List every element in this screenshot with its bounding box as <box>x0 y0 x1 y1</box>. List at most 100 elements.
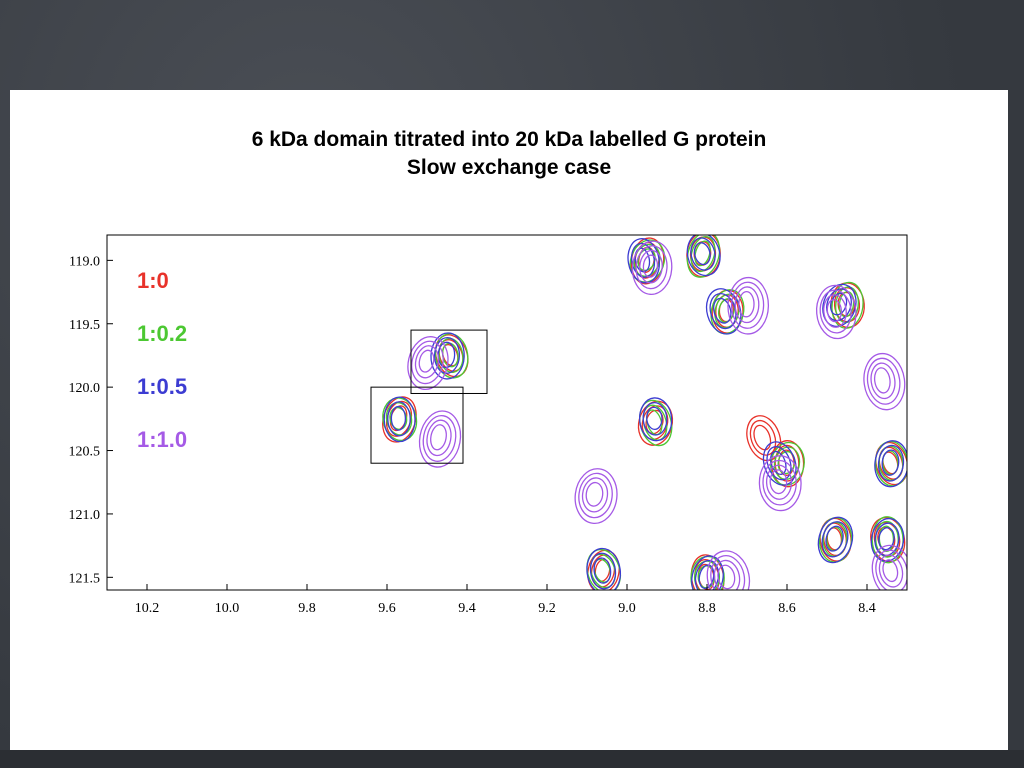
contour-line <box>769 450 787 475</box>
contour-line <box>635 245 668 290</box>
x-axis: 10.2 10.0 9.8 9.6 9.4 9.2 9.0 8.8 8.6 8.4 <box>135 584 876 616</box>
peak-contour <box>871 544 907 590</box>
slide-top-background <box>0 0 1024 90</box>
peak-contour <box>418 410 462 468</box>
contour-layer <box>382 235 907 590</box>
peak-contour <box>815 284 857 340</box>
x-tick-label: 10.2 <box>135 601 160 616</box>
contour-line <box>826 526 843 552</box>
contour-line <box>727 276 770 335</box>
peak-contour <box>574 468 618 525</box>
peak-contour <box>686 235 721 278</box>
plot-frame <box>106 234 908 591</box>
contour-line <box>774 444 800 482</box>
contour-line <box>638 397 673 442</box>
y-axis: 119.0 119.5 120.0 120.5 121.0 121.5 <box>69 254 113 586</box>
contour-line <box>717 564 736 590</box>
contour-line <box>875 520 899 558</box>
contour-line <box>874 522 900 557</box>
contour-line <box>705 288 742 335</box>
contour-line <box>433 337 461 374</box>
contour-line <box>589 552 617 590</box>
peak-contour <box>863 352 906 411</box>
x-tick-label: 9.2 <box>538 601 556 616</box>
peak-contour <box>586 547 622 590</box>
contour-line <box>863 352 906 411</box>
contour-line <box>694 240 711 267</box>
contour-line <box>738 290 755 318</box>
x-tick-label: 9.4 <box>458 601 476 616</box>
contour-line <box>646 406 663 431</box>
contour-line <box>734 286 760 324</box>
contour-line <box>639 249 663 284</box>
slide: 6 kDa domain titrated into 20 kDa labell… <box>10 90 1008 750</box>
contour-line <box>691 555 724 590</box>
highlight-box <box>370 386 464 464</box>
contour-line <box>749 419 777 456</box>
contour-line <box>822 283 857 327</box>
y-tick-label: 119.0 <box>69 254 100 269</box>
contour-line <box>870 362 896 400</box>
contour-line <box>878 527 895 551</box>
legend-entry: 1:1.0 <box>137 427 187 452</box>
contour-line <box>438 337 464 373</box>
x-tick-label: 9.6 <box>378 601 396 616</box>
contour-line <box>630 242 656 278</box>
contour-line <box>823 294 847 328</box>
contour-line <box>430 424 447 451</box>
title-line-2: Slow exchange case <box>406 156 612 179</box>
peak-contour <box>686 235 721 277</box>
contour-line <box>877 444 905 482</box>
contour-line <box>430 332 465 380</box>
highlight-box <box>410 329 488 394</box>
x-tick-label: 8.4 <box>858 601 876 616</box>
contour-line <box>411 340 444 385</box>
contour-line <box>642 254 659 278</box>
contour-line <box>693 242 711 266</box>
peak-contour <box>407 336 449 390</box>
peak-contour <box>874 440 907 488</box>
x-tick-label: 10.0 <box>215 601 240 616</box>
y-tick-label: 121.5 <box>69 571 101 586</box>
contour-line <box>873 367 891 394</box>
contour-line <box>686 235 721 278</box>
contour-line <box>831 281 864 329</box>
contour-line <box>590 554 616 588</box>
annotation-boxes <box>370 329 488 464</box>
contour-line <box>690 237 716 271</box>
peak-contour <box>631 240 673 295</box>
contour-line <box>881 449 900 476</box>
contour-line <box>710 555 746 590</box>
contour-line <box>434 333 469 379</box>
legend-entry: 1:0 <box>137 268 169 293</box>
peak-contour <box>817 516 854 564</box>
contour-line <box>713 559 741 590</box>
x-tick-label: 9.8 <box>298 601 316 616</box>
nmr-spectrum-chart: 1:0 1:0.2 1:0.5 1:1.0 10.2 10.0 9.8 9.6 9.4 9.2 9… <box>69 234 908 616</box>
contour-line <box>690 235 716 273</box>
contour-line <box>587 549 620 590</box>
contour-line <box>383 396 416 443</box>
contour-line <box>825 525 844 552</box>
contour-line <box>585 481 604 507</box>
x-tick-label: 8.6 <box>778 601 796 616</box>
slide-bottom-background <box>0 750 1024 768</box>
contour-line <box>753 424 772 451</box>
contour-line <box>414 345 440 379</box>
contour-line <box>390 405 407 431</box>
contour-line <box>418 410 462 468</box>
peak-contour <box>727 276 770 335</box>
contour-line <box>422 414 457 462</box>
contour-line <box>765 464 793 500</box>
y-tick-label: 119.5 <box>69 318 100 333</box>
contour-line <box>819 289 852 334</box>
contour-line <box>574 468 618 525</box>
contour-line <box>426 419 452 457</box>
contour-line <box>882 559 899 583</box>
contour-line <box>826 299 843 323</box>
peak-contour <box>706 550 751 590</box>
contour-line <box>387 401 411 437</box>
contour-line <box>815 284 857 340</box>
contour-line <box>407 336 449 390</box>
contour-line <box>418 349 435 373</box>
